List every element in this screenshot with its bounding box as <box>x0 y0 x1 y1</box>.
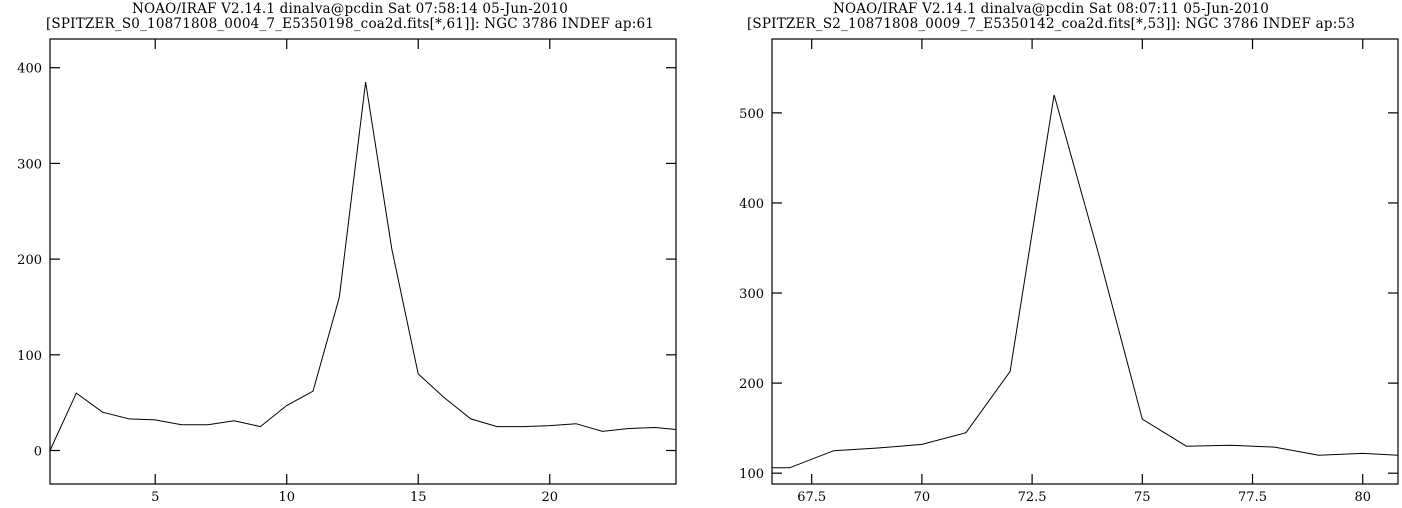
right-x-tick-label: 75 <box>1134 490 1151 505</box>
right-series-line <box>772 94 1399 469</box>
left-y-tick-label: 200 <box>17 253 42 268</box>
right-x-tick-label: 77.5 <box>1238 490 1267 505</box>
left-y-tick-label: 400 <box>17 62 42 77</box>
right-y-tick-label: 400 <box>739 197 764 212</box>
right-plot-panel: NOAO/IRAF V2.14.1 dinalva@pcdin Sat 08:0… <box>700 0 1402 508</box>
right-line-chart: 67.5 70 72.5 75 77.5 80 100 200 300 400 500 <box>739 38 1399 505</box>
left-y-tick-label: 300 <box>17 157 42 172</box>
left-x-tick-label: 10 <box>278 490 295 505</box>
left-plot-panel: NOAO/IRAF V2.14.1 dinalva@pcdin Sat 07:5… <box>0 0 700 508</box>
right-x-tick-label: 70 <box>914 490 931 505</box>
right-chart-subtitle: [SPITZER_S2_10871808_0009_7_E5350142_coa… <box>746 16 1356 32</box>
right-x-tick-label: 80 <box>1354 490 1371 505</box>
left-series-line <box>49 82 677 451</box>
left-x-tick-label: 20 <box>541 490 558 505</box>
left-x-tick-label: 5 <box>151 490 159 505</box>
left-chart-subtitle: [SPITZER_S0_10871808_0004_7_E5350198_coa… <box>45 16 655 32</box>
right-y-tick-label: 100 <box>739 467 764 482</box>
right-plot-frame <box>771 38 1399 485</box>
left-y-tick-label: 0 <box>34 445 42 460</box>
left-chart-title: NOAO/IRAF V2.14.1 dinalva@pcdin Sat 07:5… <box>131 1 569 17</box>
right-x-tick-label: 67.5 <box>797 490 826 505</box>
right-chart-title: NOAO/IRAF V2.14.1 dinalva@pcdin Sat 08:0… <box>832 1 1270 17</box>
left-plot-frame <box>49 38 677 485</box>
right-x-tick-label: 72.5 <box>1018 490 1047 505</box>
left-y-tick-label: 100 <box>17 349 42 364</box>
left-x-tick-label: 15 <box>410 490 427 505</box>
right-y-tick-label: 200 <box>739 377 764 392</box>
right-y-tick-label: 500 <box>739 107 764 122</box>
right-y-tick-label: 300 <box>739 287 764 302</box>
